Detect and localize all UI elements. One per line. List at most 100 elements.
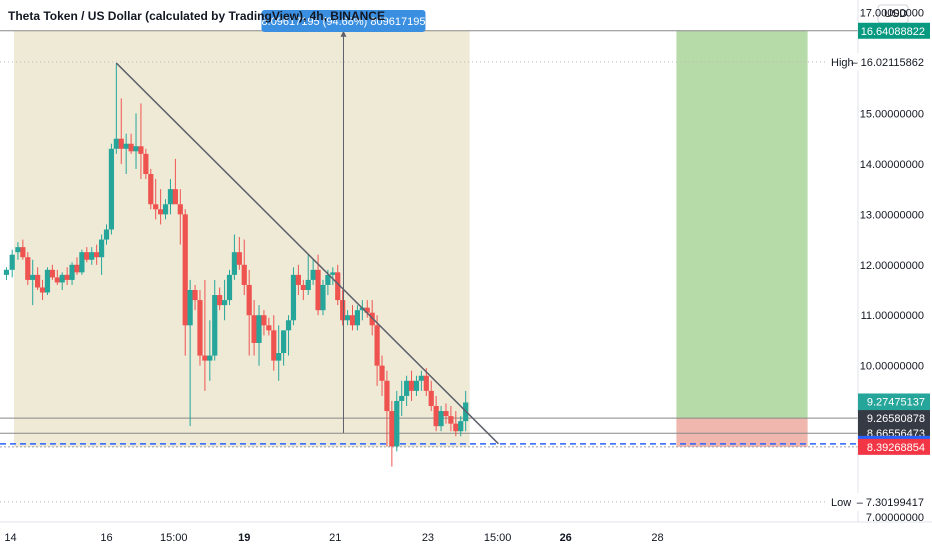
- candle-body: [35, 274, 41, 288]
- candle-13: [69, 262, 75, 285]
- candle-12: [64, 267, 70, 285]
- candle-body: [344, 315, 351, 321]
- low-label-text: Low: [831, 497, 851, 509]
- candle-36: [182, 209, 188, 356]
- price-tag-0: 16.64088822: [858, 22, 930, 39]
- candle-body: [458, 421, 464, 432]
- candle-1: [9, 249, 15, 278]
- y-tick-label: 17.00000000: [860, 8, 924, 20]
- candle-43: [217, 287, 223, 311]
- candle-70: [349, 305, 356, 331]
- candle-48: [241, 239, 247, 296]
- candle-body: [276, 353, 282, 361]
- x-tick-label: 15:00: [484, 532, 512, 544]
- candle-body: [340, 300, 346, 321]
- candle-51: [256, 305, 262, 366]
- high-label-value: – 16.02115862: [851, 57, 924, 69]
- candle-90: [448, 406, 454, 432]
- candle-53: [266, 317, 272, 336]
- candle-body: [453, 423, 459, 432]
- candle-body: [20, 247, 26, 258]
- candle-body: [404, 380, 410, 396]
- candle-22: [113, 63, 119, 154]
- candle-body: [364, 307, 370, 313]
- candle-body: [325, 274, 331, 285]
- low-label-box: [826, 492, 930, 511]
- candle-50: [251, 300, 257, 356]
- candle-66: [330, 267, 336, 285]
- candle-77: [384, 370, 390, 447]
- candle-body: [138, 146, 144, 154]
- candle-21: [108, 143, 115, 235]
- candle-body: [162, 204, 169, 215]
- candle-69: [344, 310, 351, 326]
- measure-range-area: [14, 30, 470, 447]
- candle-64: [320, 279, 326, 316]
- low-label: Low – 7.30199417: [826, 492, 930, 511]
- candle-29: [148, 168, 154, 210]
- high-label: High – 16.02115862: [826, 53, 930, 72]
- candle-body: [39, 287, 46, 293]
- candle-body: [54, 277, 60, 283]
- candle-body: [59, 274, 65, 283]
- candle-28: [143, 148, 149, 180]
- candle-body: [246, 284, 252, 316]
- price-tag-value: 8.39268854: [867, 442, 925, 454]
- candle-body: [330, 272, 336, 275]
- candle-body: [379, 365, 385, 381]
- candle-11: [59, 272, 65, 290]
- price-tag-box: [858, 410, 930, 427]
- x-tick-label: 14: [4, 532, 16, 544]
- price-tag-5: 8.39268854: [858, 438, 930, 455]
- candle-17: [89, 247, 95, 265]
- candle-34: [172, 158, 178, 205]
- candle-3: [20, 239, 26, 260]
- candle-body: [374, 325, 380, 366]
- candle-body: [44, 269, 51, 293]
- candle-71: [354, 305, 361, 331]
- candle-body: [69, 264, 75, 280]
- candle-91: [453, 411, 459, 437]
- candle-body: [118, 138, 124, 149]
- candle-body: [217, 295, 223, 306]
- candle-body: [197, 300, 203, 356]
- price-axis-bg: [858, 0, 932, 550]
- candle-body: [433, 406, 439, 427]
- candle-35: [177, 189, 183, 245]
- candle-84: [418, 370, 424, 391]
- candle-20: [103, 224, 110, 245]
- candle-73: [364, 300, 370, 318]
- candle-body: [108, 148, 115, 230]
- candle-42: [212, 279, 218, 361]
- price-tag-value: 9.26580878: [867, 413, 925, 425]
- candle-9: [49, 264, 55, 280]
- candle-body: [167, 189, 174, 205]
- candle-26: [133, 113, 139, 169]
- candle-6: [35, 267, 41, 290]
- candle-body: [98, 239, 105, 258]
- candle-body: [177, 204, 183, 215]
- candle-body: [349, 315, 356, 326]
- candle-body: [172, 189, 178, 205]
- candle-78: [389, 400, 395, 467]
- candle-23: [118, 98, 124, 164]
- x-tick-label: 21: [329, 532, 341, 544]
- candle-37: [187, 279, 193, 427]
- candle-body: [271, 330, 277, 361]
- y-tick-label: 10.00000000: [860, 361, 924, 373]
- candle-body: [123, 143, 129, 149]
- candle-44: [221, 279, 228, 321]
- candle-52: [261, 310, 267, 336]
- candle-55: [276, 325, 282, 381]
- candle-76: [379, 355, 385, 396]
- candle-41: [207, 320, 213, 381]
- candle-body: [182, 214, 188, 326]
- y-tick-label: 13.00000000: [860, 209, 924, 221]
- candle-body: [221, 300, 228, 306]
- candle-body: [261, 315, 267, 326]
- candle-body: [84, 252, 90, 260]
- candle-body: [49, 269, 55, 278]
- candle-body: [266, 325, 272, 331]
- candle-body: [89, 252, 95, 260]
